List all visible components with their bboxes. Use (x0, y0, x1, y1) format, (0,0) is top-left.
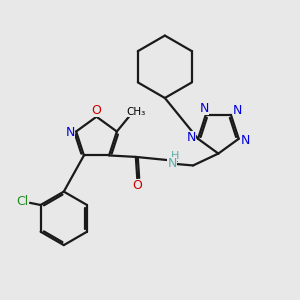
Text: N: N (233, 104, 242, 117)
Text: Cl: Cl (17, 195, 29, 208)
Text: N: N (187, 131, 196, 144)
Text: N: N (168, 158, 177, 170)
Text: O: O (132, 179, 142, 192)
Text: CH₃: CH₃ (126, 107, 145, 117)
Text: H: H (170, 151, 179, 161)
Text: O: O (91, 104, 101, 117)
Text: N: N (241, 134, 250, 147)
Text: N: N (200, 102, 209, 115)
Text: N: N (65, 126, 75, 139)
